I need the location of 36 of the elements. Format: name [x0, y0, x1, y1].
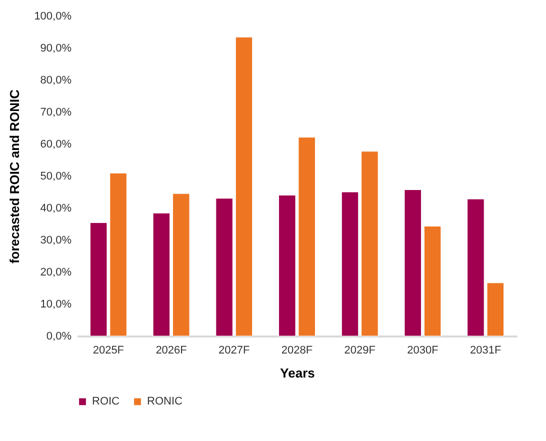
bar [235, 36, 253, 336]
x-axis-title: Years [280, 366, 315, 380]
y-tick-label: 40,0% [40, 202, 72, 214]
y-tick-label: 50,0% [40, 170, 72, 182]
y-tick-label: 60,0% [40, 138, 72, 150]
x-tick-label: 2028F [281, 344, 313, 356]
bar [361, 151, 378, 336]
bar [486, 282, 504, 336]
y-tick-label: 20,0% [40, 266, 72, 278]
bar [298, 137, 316, 336]
y-tick-label: 70,0% [40, 106, 72, 118]
y-tick-label: 10,0% [40, 298, 72, 310]
y-tick-label: 30,0% [40, 234, 72, 246]
y-tick-label: 100,0% [34, 10, 72, 22]
y-tick-label: 90,0% [40, 42, 72, 54]
x-tick-label: 2027F [218, 344, 250, 356]
bar [110, 172, 127, 336]
x-tick-label: 2029F [344, 344, 376, 356]
legend-label: ROIC [92, 396, 120, 408]
x-tick-label: 2030F [407, 344, 439, 356]
bar [216, 198, 233, 336]
bar [341, 192, 359, 336]
bar [424, 226, 442, 336]
y-tick-label: 0,0% [46, 330, 72, 342]
bar [90, 222, 108, 336]
x-tick-label: 2031F [470, 344, 502, 356]
x-tick-label: 2025F [92, 344, 124, 356]
legend-label: RONIC [147, 396, 182, 408]
bar [172, 193, 190, 336]
y-tick-label: 80,0% [40, 74, 72, 86]
bar [467, 198, 484, 336]
bar [404, 190, 422, 336]
x-tick-label: 2026F [156, 344, 188, 356]
bar [278, 194, 296, 336]
bar [152, 212, 170, 336]
y-axis-title: forecasted ROIC and RONIC [7, 88, 22, 264]
